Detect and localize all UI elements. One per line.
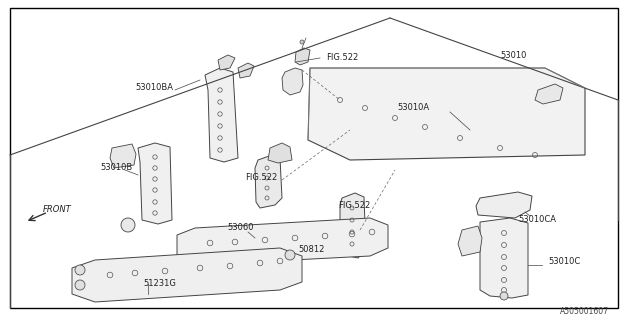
Polygon shape	[308, 68, 585, 160]
Polygon shape	[218, 55, 235, 70]
Text: 53010: 53010	[500, 51, 526, 60]
Text: 51231G: 51231G	[143, 278, 176, 287]
Text: FIG.522: FIG.522	[245, 173, 277, 182]
Polygon shape	[138, 143, 172, 224]
Text: FIG.522: FIG.522	[338, 201, 371, 210]
Circle shape	[300, 40, 304, 44]
Polygon shape	[72, 248, 302, 302]
Text: 53010A: 53010A	[397, 103, 429, 113]
Polygon shape	[458, 226, 482, 256]
Text: 50812: 50812	[298, 245, 324, 254]
Polygon shape	[177, 218, 388, 265]
Polygon shape	[255, 155, 282, 208]
Text: 53060: 53060	[227, 223, 253, 233]
Text: 53010CA: 53010CA	[518, 215, 556, 225]
Polygon shape	[110, 144, 136, 168]
Polygon shape	[295, 48, 310, 65]
Polygon shape	[282, 68, 303, 95]
Circle shape	[500, 292, 508, 300]
Text: 53010C: 53010C	[548, 258, 580, 267]
Text: FRONT: FRONT	[43, 205, 72, 214]
Polygon shape	[238, 63, 254, 78]
Text: 53010BA: 53010BA	[135, 84, 173, 92]
Polygon shape	[268, 143, 292, 163]
Polygon shape	[535, 84, 563, 104]
Circle shape	[121, 218, 135, 232]
Polygon shape	[476, 192, 532, 218]
Polygon shape	[205, 68, 238, 162]
Circle shape	[285, 250, 295, 260]
Text: A505001607: A505001607	[560, 308, 609, 316]
Circle shape	[75, 265, 85, 275]
Text: FIG.522: FIG.522	[326, 53, 358, 62]
Circle shape	[75, 280, 85, 290]
Text: 53010B: 53010B	[100, 164, 132, 172]
Polygon shape	[480, 218, 528, 298]
Polygon shape	[340, 193, 366, 258]
